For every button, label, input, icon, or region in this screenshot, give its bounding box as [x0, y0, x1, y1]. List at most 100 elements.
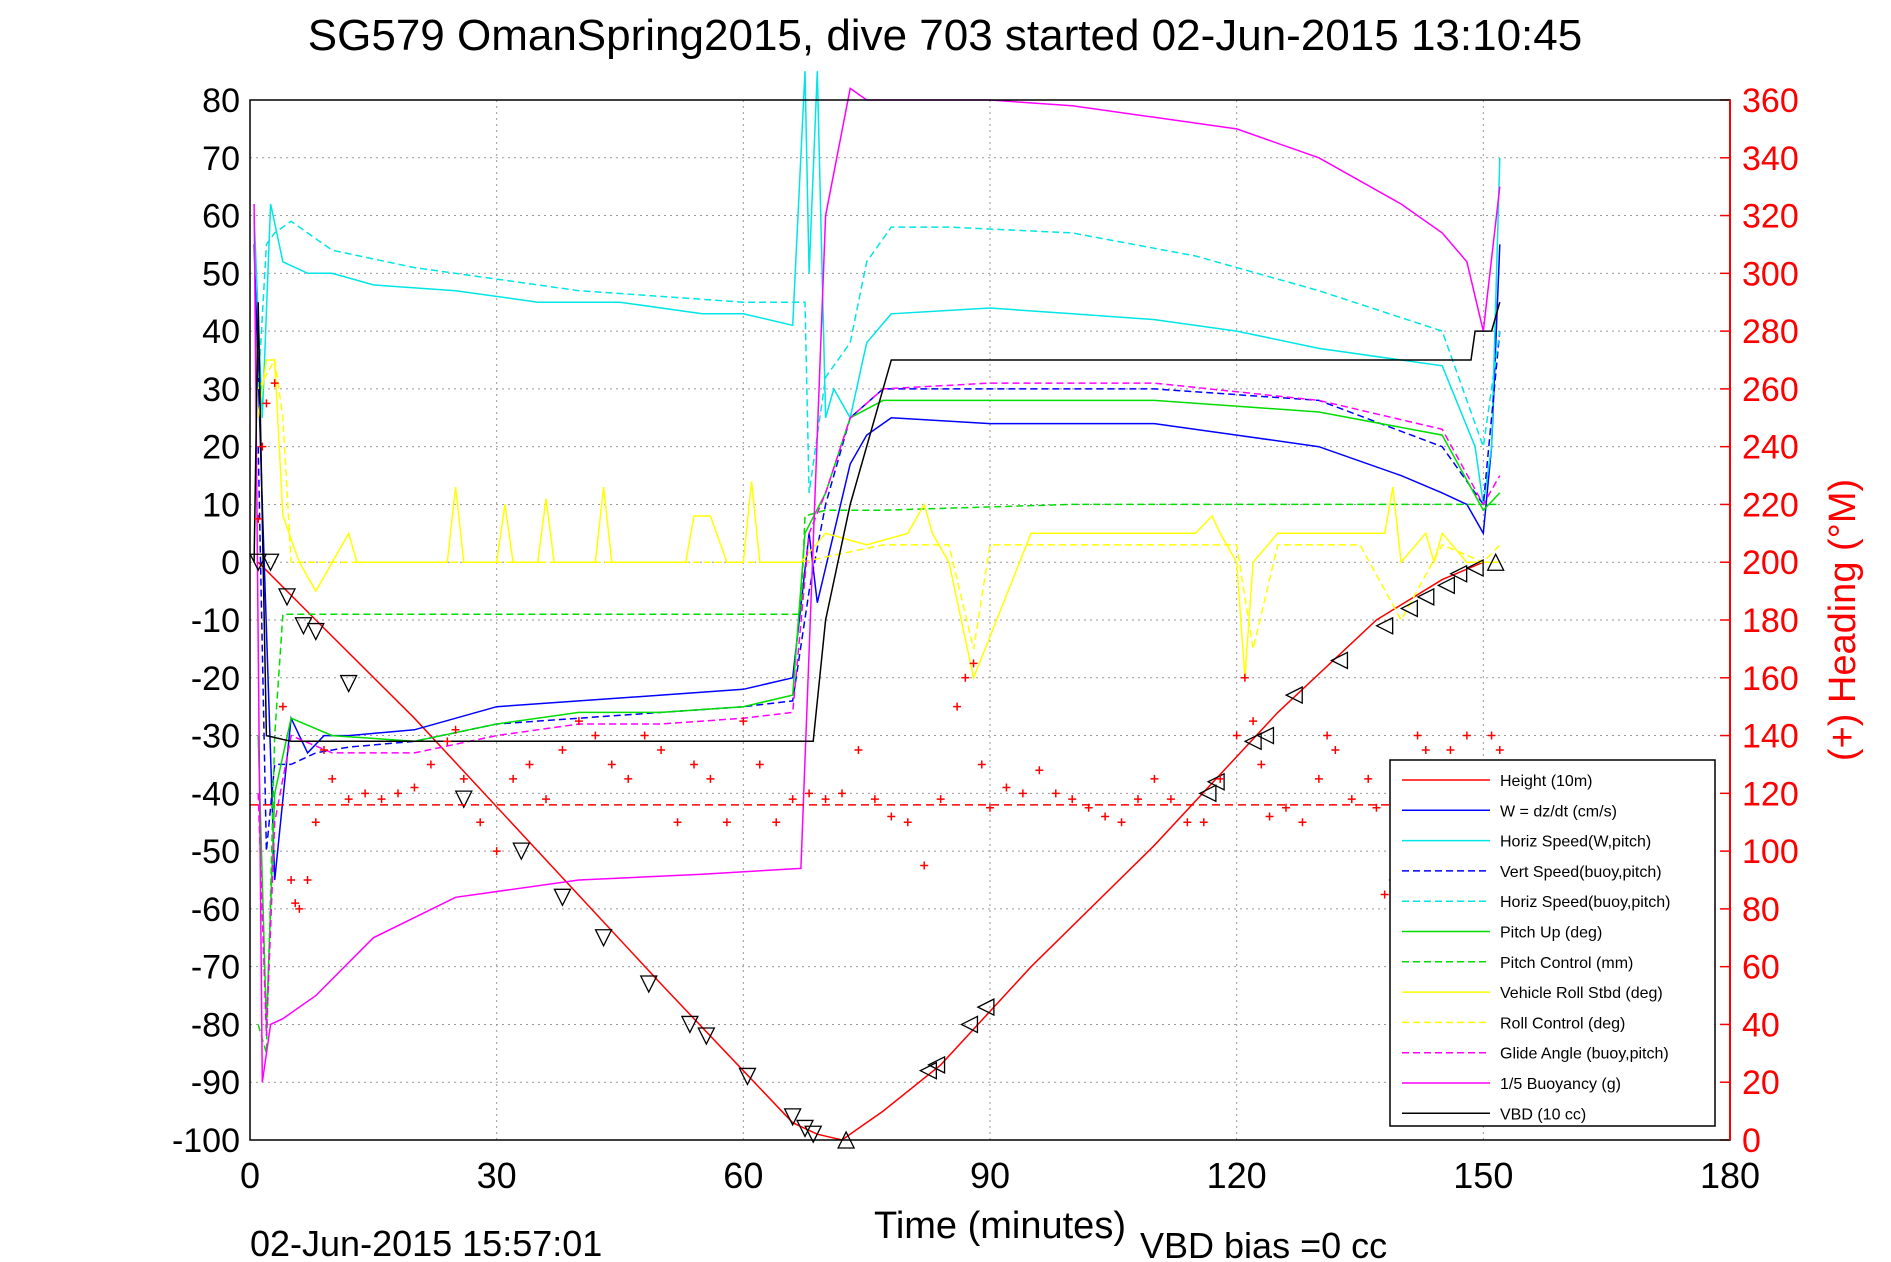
x-axis-ticks: 0 30 60 90 120 150 180 [240, 1155, 1760, 1196]
depth-marker [680, 1015, 699, 1034]
depth-marker [454, 790, 473, 809]
y-tick-label-left: -90 [191, 1064, 240, 1102]
heading-point [410, 783, 419, 792]
heading-point [1298, 818, 1307, 827]
heading-point [1364, 774, 1373, 783]
series-line-roll_ctl [257, 357, 1501, 650]
heading-point [1314, 774, 1323, 783]
heading-point [1232, 731, 1241, 740]
x-tick-label: 150 [1453, 1155, 1513, 1196]
heading-point [328, 774, 337, 783]
heading-point [1265, 812, 1274, 821]
heading-point [673, 818, 682, 827]
heading-point [1487, 731, 1496, 740]
heading-point [525, 760, 534, 769]
y-tick-label-left: -30 [191, 718, 240, 756]
heading-point [1166, 795, 1175, 804]
legend-label-vert_buoy: Vert Speed(buoy,pitch) [1500, 864, 1662, 881]
heading-point [722, 818, 731, 827]
depth-marker [512, 842, 531, 861]
y-tick-label-right: 340 [1742, 140, 1799, 178]
heading-point [854, 746, 863, 754]
depth-marker [1399, 599, 1418, 618]
heading-point [1002, 783, 1011, 792]
heading-point [291, 899, 300, 908]
heading-point [1183, 818, 1192, 827]
depth-marker [783, 1108, 802, 1127]
depth-marker [1329, 651, 1349, 670]
heading-point [1150, 774, 1159, 783]
heading-point [377, 795, 386, 804]
left-axis-ticks: 80 70 60 50 40 30 20 10 0 -10 -20 -30 -40 -50 -60 -70 -8… [172, 82, 240, 1160]
y-tick-label-right: 180 [1742, 602, 1799, 640]
heading-point [788, 795, 797, 804]
heading-point [1068, 795, 1077, 804]
depth-marker [553, 888, 572, 907]
depth-marker [1436, 576, 1455, 595]
series-line-vbd [253, 301, 1501, 743]
y-tick-label-left: -80 [191, 1006, 240, 1044]
heading-point [574, 717, 583, 726]
heading-point [1372, 803, 1381, 812]
heading-point [426, 760, 435, 769]
heading-point [1380, 890, 1389, 899]
depth-marker [1198, 784, 1217, 803]
heading-point [690, 760, 698, 769]
series-line-vert_buoy [257, 331, 1501, 852]
heading-point [1446, 746, 1455, 754]
heading-point [1035, 766, 1044, 775]
heading-point [936, 795, 945, 804]
heading-point [1249, 717, 1258, 726]
heading-point [1240, 673, 1249, 682]
depth-marker [1206, 772, 1225, 791]
depth-marker [639, 975, 658, 994]
y-tick-label-left: 20 [202, 429, 240, 467]
depth-marker [594, 929, 613, 948]
y-tick-label-left: 0 [221, 544, 240, 582]
depth-marker [1449, 564, 1468, 583]
heading-point [394, 789, 402, 798]
heading-point [706, 774, 715, 783]
series-line-w [253, 244, 1501, 881]
depth-marker [1375, 616, 1394, 635]
heading-point [607, 760, 616, 769]
series-line-buoy [253, 87, 1501, 1083]
legend-label-horiz_buoy: Horiz Speed(buoy,pitch) [1500, 894, 1670, 911]
legend-label-buoy: 1/5 Buoyancy (g) [1500, 1076, 1621, 1093]
depth-marker [261, 553, 280, 572]
heading-point [1347, 795, 1356, 804]
legend-label-horiz_w: Horiz Speed(W,pitch) [1500, 834, 1651, 851]
series-line-height [257, 561, 1500, 1141]
depth-marker [339, 674, 358, 694]
y-tick-label-left: 80 [202, 82, 240, 120]
heading-point [361, 789, 370, 798]
x-tick-label: 180 [1700, 1155, 1760, 1196]
heading-point [805, 789, 814, 798]
heading-point [920, 861, 929, 870]
heading-point [903, 818, 912, 827]
y-tick-label-right: 200 [1742, 544, 1799, 582]
heading-point [344, 795, 353, 804]
heading-point [254, 514, 263, 523]
depth-marker [959, 1015, 979, 1034]
right-axis-ticks: 3603403203002802602402202001801601401201… [1720, 82, 1799, 1160]
legend-label-pitch: Pitch Up (deg) [1500, 925, 1602, 942]
heading-point [311, 818, 320, 827]
heading-point [509, 774, 518, 783]
footer-vbd-bias: VBD bias =0 cc [1140, 1225, 1387, 1262]
heading-point [295, 904, 304, 913]
heading-point [1462, 731, 1471, 740]
series-line-pitch [257, 399, 1501, 1025]
heading-point [270, 379, 279, 388]
heading-point [1413, 731, 1422, 740]
x-tick-label: 60 [723, 1155, 763, 1196]
heading-point [591, 731, 600, 740]
y-tick-label-left: -50 [191, 833, 240, 871]
heading-point [320, 746, 328, 754]
x-tick-label: 30 [477, 1155, 517, 1196]
right-axis-label: (+) Heading (°M) [1822, 479, 1864, 761]
heading-point [1282, 803, 1290, 812]
heading-point [1323, 731, 1332, 740]
legend: Height (10m) W = dz/dt (cm/s) Horiz Speed(… [1389, 759, 1716, 1127]
